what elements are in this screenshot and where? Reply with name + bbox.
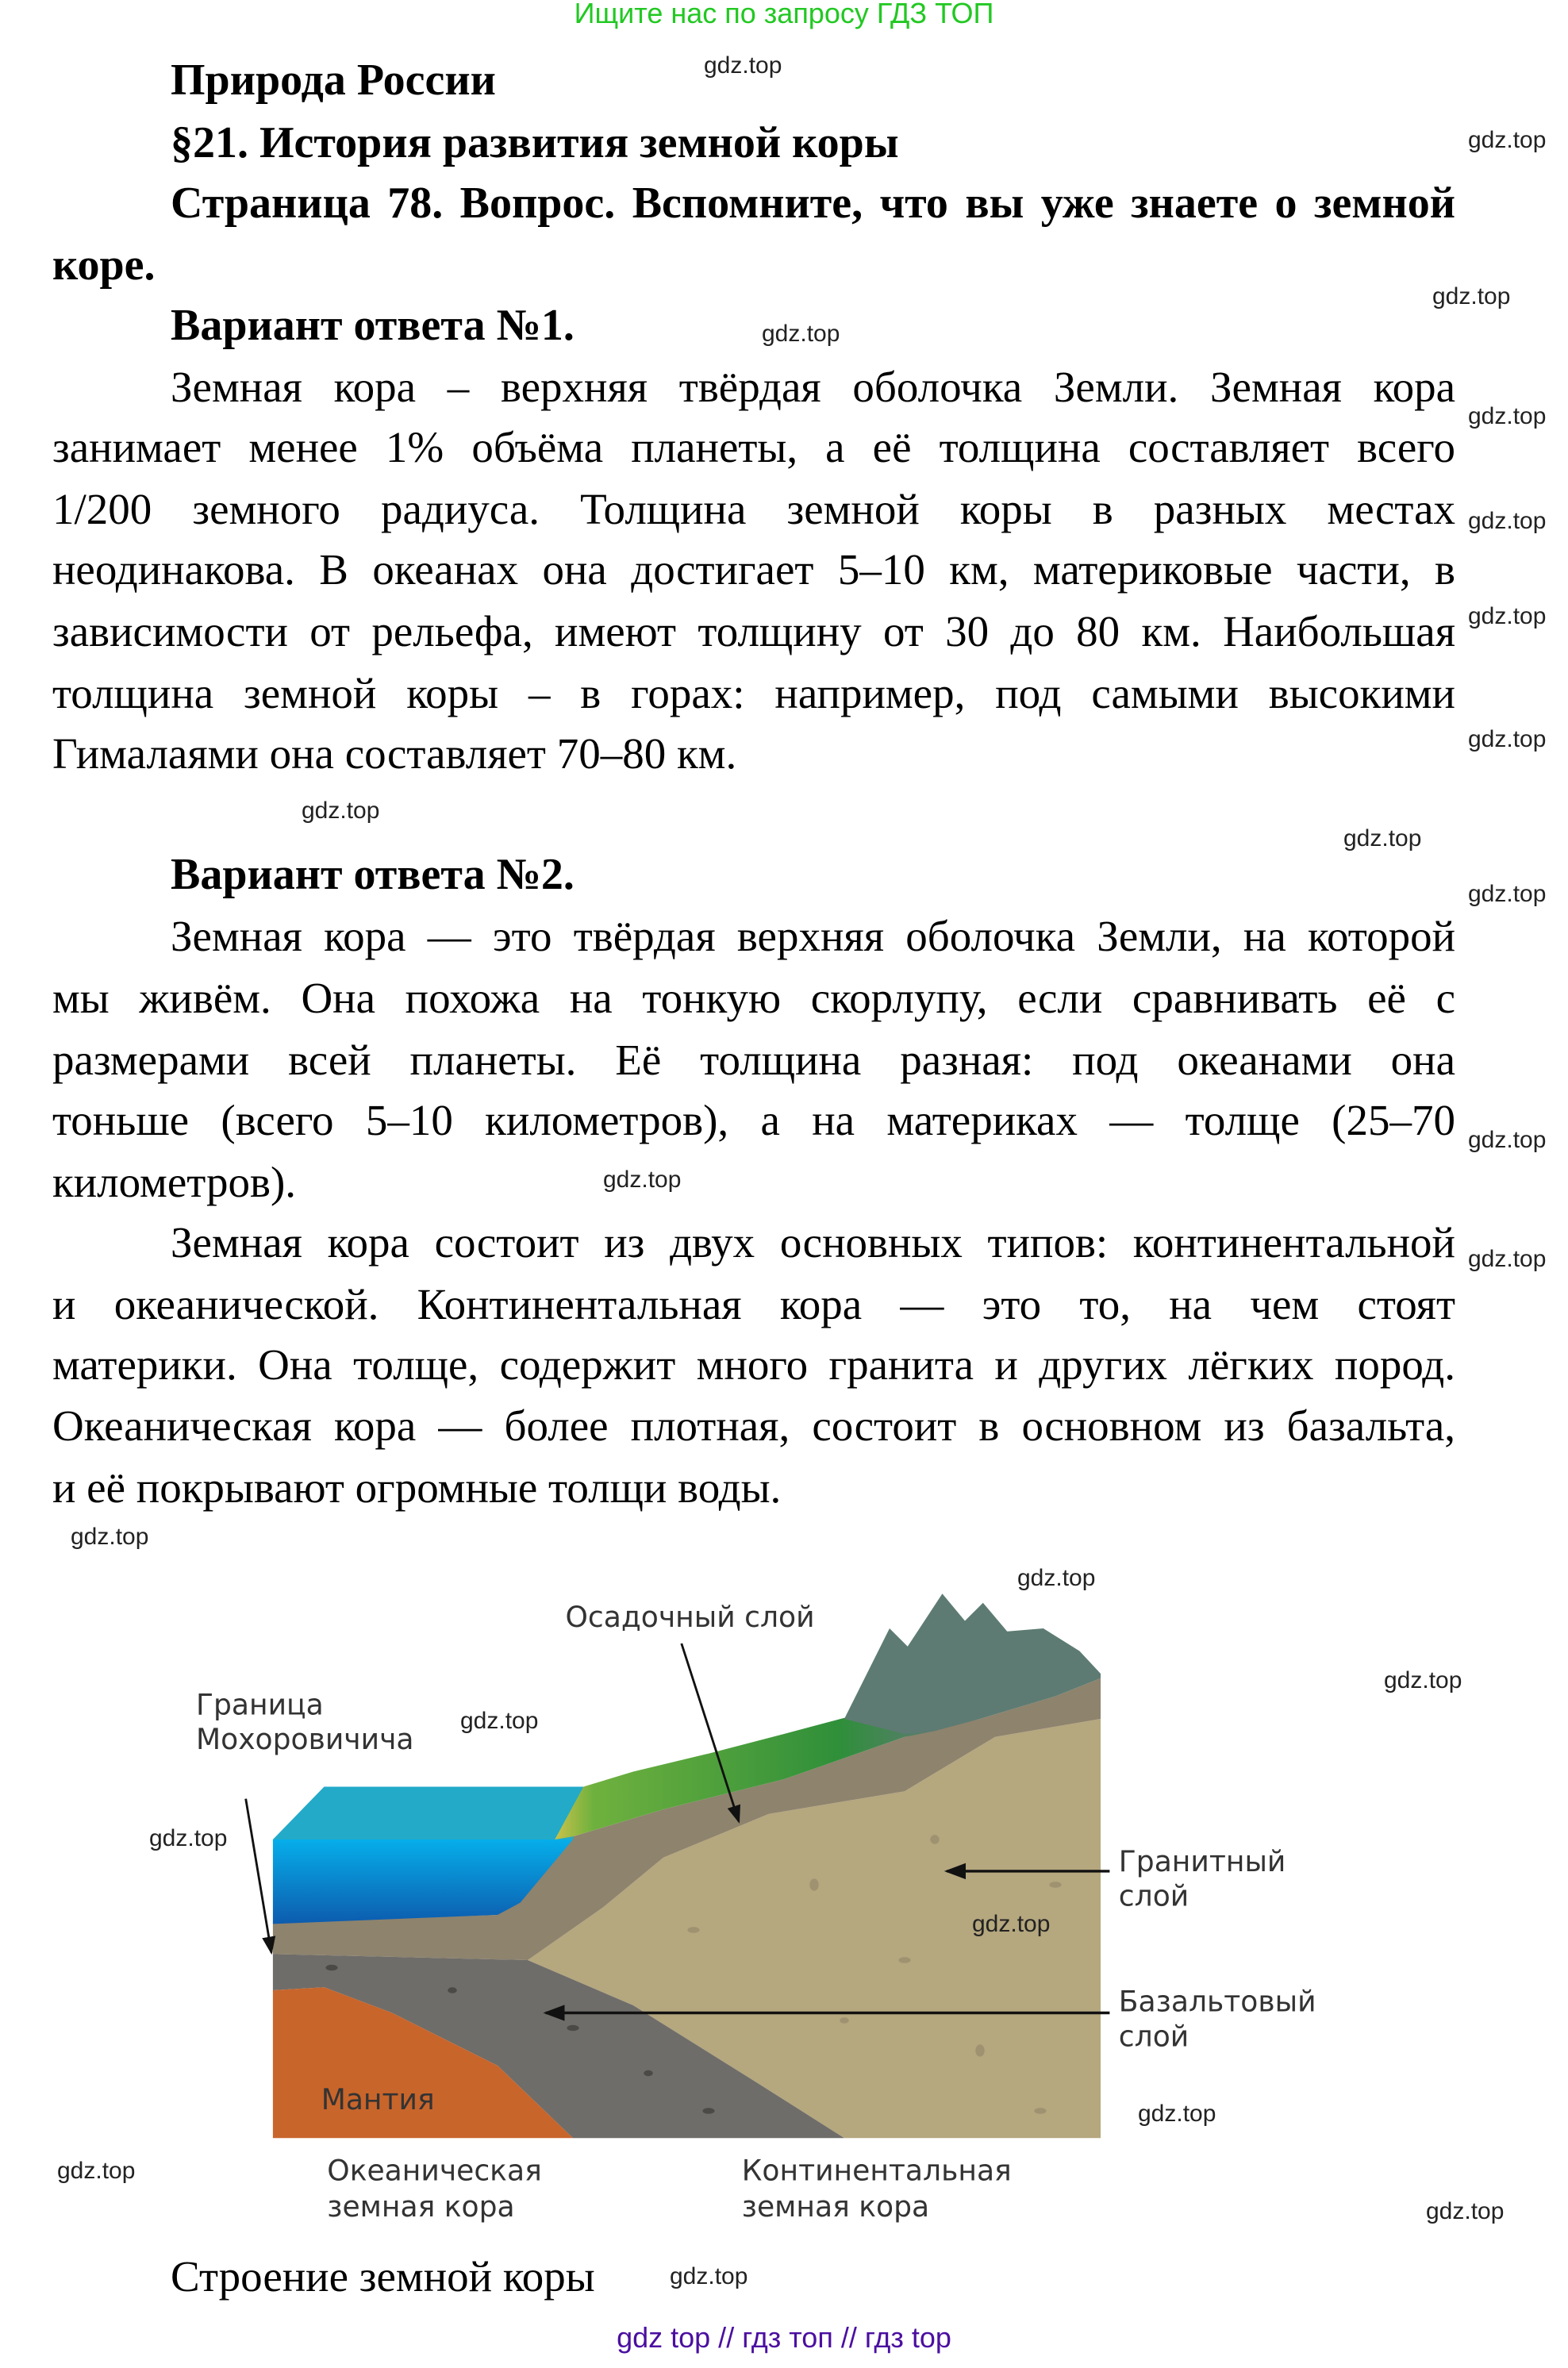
label-sediment: Осадочный слой: [566, 1601, 815, 1634]
answer1-title: Вариант ответа №1.: [171, 301, 575, 350]
label-basalt: слой: [1119, 2020, 1189, 2053]
text-line: и её покрывают огромные толщи воды.: [52, 1463, 782, 1512]
earth-crust-diagram: Осадочный слой Граница Мохоровичича Гран…: [196, 1593, 1316, 2224]
watermark: gdz.top: [1426, 2198, 1505, 2224]
moho-arrow: [244, 1798, 276, 1955]
label-continental: земная кора: [742, 2190, 929, 2224]
basalt-speckles: [325, 1964, 715, 2114]
label-continental: Континентальная: [742, 2154, 1012, 2187]
text-line: неодинакова. В океанах она достигает 5–1…: [52, 545, 1455, 594]
watermark: gdz.top: [1343, 825, 1422, 851]
water-body: [272, 1839, 573, 1924]
label-granite: слой: [1119, 1880, 1189, 1913]
grass-land: [555, 1701, 935, 1839]
mountain: [844, 1593, 1101, 1734]
label-mantle: Мантия: [321, 2083, 435, 2116]
watermark: gdz.top: [149, 1825, 228, 1851]
text-line: Океаническая кора — более плотная, состо…: [52, 1401, 1455, 1450]
footer-links[interactable]: gdz top // гдз топ // гдз top: [617, 2321, 951, 2354]
text-line: Земная кора состоит из двух основных тип…: [171, 1218, 1455, 1267]
text-line: тоньше (всего 5–10 километров), а на мат…: [52, 1096, 1455, 1144]
mantle-layer: [272, 1987, 573, 2139]
text-line: Гималаями она составляет 70–80 км.: [52, 729, 737, 778]
watermark: gdz.top: [603, 1167, 682, 1193]
text-line: Земная кора – верхняя твёрдая оболочка З…: [171, 363, 1455, 411]
watermark: gdz.top: [1468, 1246, 1547, 1272]
watermark: gdz.top: [302, 798, 380, 824]
watermark: gdz.top: [71, 1524, 149, 1550]
text-line: толщина земной коры – в горах: например,…: [52, 669, 1455, 717]
watermark: gdz.top: [57, 2158, 136, 2184]
text-line: мы живём. Она похожа на тонкую скорлупу,…: [52, 974, 1455, 1022]
watermark: gdz.top: [1017, 1565, 1096, 1591]
watermark: gdz.top: [972, 1911, 1051, 1937]
granite-layer: [528, 1719, 1101, 2139]
watermark: gdz.top: [1432, 283, 1511, 309]
text-line: занимает менее 1% объёма планеты, а её т…: [52, 423, 1455, 471]
question-heading: Страница 78. Вопрос. Вспомните, что вы у…: [171, 179, 1455, 228]
text-line: и океанической. Континентальная кора — э…: [52, 1280, 1455, 1328]
answer2-title: Вариант ответа №2.: [171, 850, 575, 899]
sediment-layer: [272, 1678, 1101, 1960]
text-line: зависимости от рельефа, имеют толщину от…: [52, 607, 1455, 655]
question-heading-cont: коре.: [52, 240, 156, 290]
watermark: gdz.top: [670, 2263, 748, 2289]
paragraph-heading: §21. История развития земной коры: [171, 118, 899, 167]
watermark: gdz.top: [704, 52, 782, 79]
text-line: размерами всей планеты. Её толщина разна…: [52, 1036, 1455, 1084]
watermark: gdz.top: [1468, 603, 1547, 629]
label-moho: Граница: [196, 1688, 324, 1721]
watermark: gdz.top: [460, 1708, 539, 1734]
sediment-arrow: [680, 1643, 741, 1824]
watermark: gdz.top: [1468, 403, 1547, 429]
label-oceanic: Океаническая: [327, 2154, 541, 2187]
watermark: gdz.top: [1468, 881, 1547, 907]
subject-heading: Природа России: [171, 56, 496, 105]
watermark: gdz.top: [1468, 1127, 1547, 1153]
top-banner-link[interactable]: Ищите нас по запросу ГДЗ ТОП: [574, 0, 994, 29]
figure-caption: Строение земной коры: [171, 2252, 595, 2301]
watermark: gdz.top: [762, 321, 840, 347]
watermark: gdz.top: [1468, 726, 1547, 752]
label-moho: Мохоровичича: [196, 1723, 414, 1756]
watermark: gdz.top: [1384, 1667, 1462, 1693]
text-line: Земная кора — это твёрдая верхняя оболоч…: [171, 912, 1455, 960]
label-oceanic: земная кора: [327, 2190, 514, 2224]
rock-speckles: [687, 1835, 1062, 2114]
text-line: километров).: [52, 1158, 297, 1206]
watermark: gdz.top: [1468, 127, 1547, 153]
label-granite: Гранитный: [1119, 1845, 1286, 1878]
label-basalt: Базальтовый: [1119, 1986, 1316, 2019]
text-line: 1/200 земного радиуса. Толщина земной ко…: [52, 485, 1455, 533]
basalt-layer: [272, 1954, 844, 2139]
text-line: материки. Она толще, содержит много гран…: [52, 1340, 1455, 1389]
watermark: gdz.top: [1138, 2101, 1216, 2127]
water-top: [272, 1786, 584, 1839]
watermark: gdz.top: [1468, 508, 1547, 534]
